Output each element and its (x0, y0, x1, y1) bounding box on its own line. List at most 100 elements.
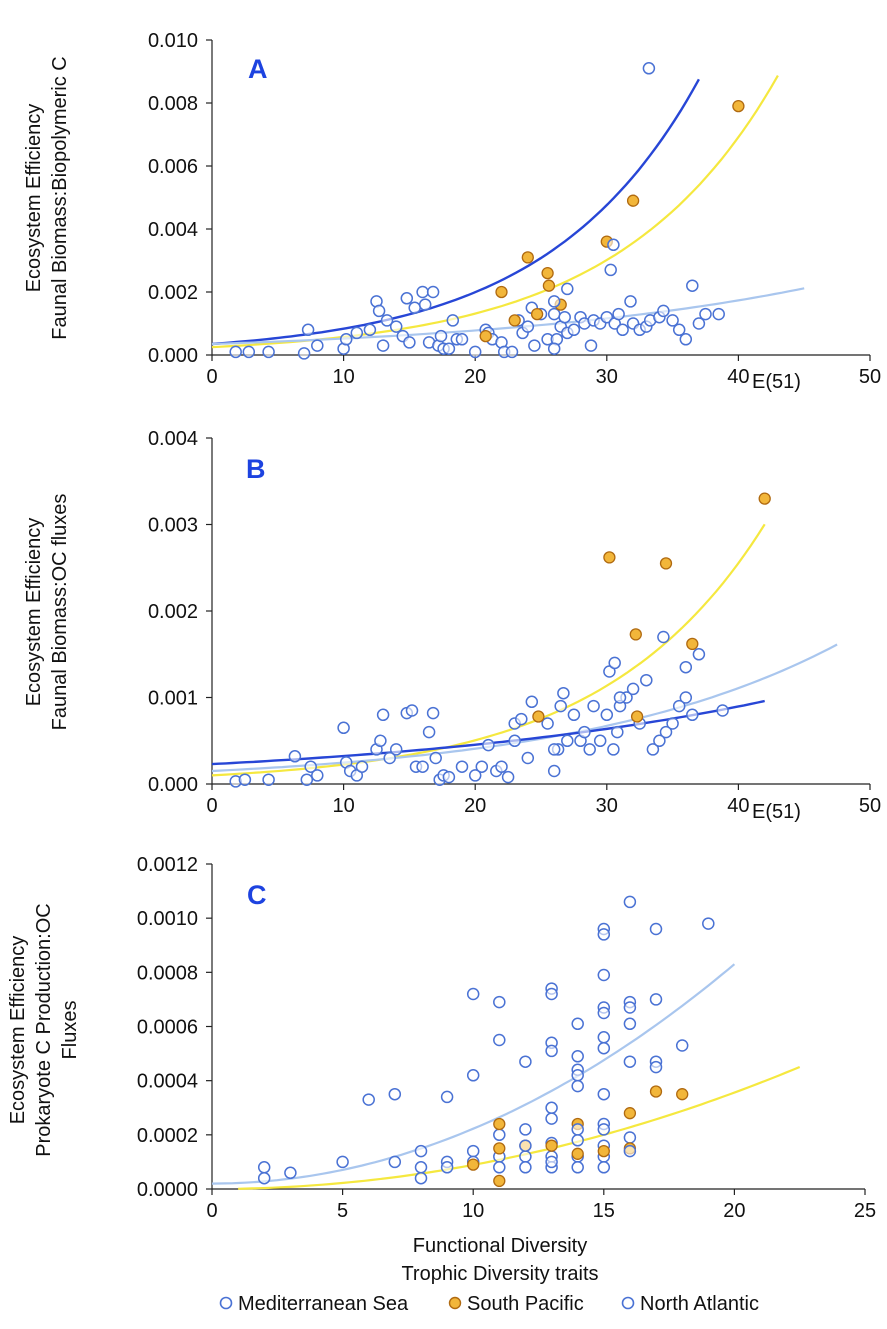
panel-a-point-mediterranean-sea-27 (446, 314, 460, 327)
panel-b-y-axis-label-line2: Faunal Biomass:OC fluxes (49, 494, 71, 731)
panel-b-x-axis-label: E(51) (752, 801, 801, 823)
panel-c-point-mediterranean-sea-7 (414, 1144, 428, 1158)
panel-b-point-north-atlantic-0 (547, 743, 561, 756)
panel-c-point-north-atlantic-1 (571, 1123, 584, 1136)
panel-b-point-mediterranean-sea-35 (515, 712, 528, 726)
panel-a-letter: A (248, 54, 268, 84)
panel-b-fit-line-1 (211, 643, 838, 773)
panel-a-fit-line-0 (211, 78, 700, 346)
panel-c-x-tick-label-0: 0 (206, 1200, 217, 1222)
panel-a-y-tick-label-3: 0.006 (148, 156, 198, 178)
legend-marker-mediterranean (219, 1296, 233, 1310)
panel-c-point-mediterranean-sea-63 (649, 993, 663, 1006)
panel-b-y-tick-label-2: 0.002 (148, 601, 198, 623)
panel-b-y-tick-label-0: 0.000 (148, 774, 198, 796)
panel-a-x-tick-label-0: 0 (206, 366, 217, 388)
panel-b-x-tick-label-4: 40 (727, 795, 749, 817)
panel-b-point-north-atlantic-7 (554, 699, 567, 713)
panel-c-point-mediterranean-sea-58 (623, 1001, 637, 1014)
panel-c-point-mediterranean-sea-56 (623, 895, 637, 909)
panel-a-point-mediterranean-sea-24 (434, 329, 448, 343)
panel-c-point-mediterranean-sea-27 (545, 987, 558, 1001)
panel-c-point-mediterranean-sea-23 (519, 1123, 532, 1136)
panel-a-point-mediterranean-sea-9 (363, 323, 377, 337)
panel-c-point-south-pacific-8 (597, 1144, 610, 1158)
legend-marker-north-atlantic (621, 1296, 635, 1310)
panel-c-point-south-pacific-0 (467, 1158, 480, 1171)
panel-b-point-mediterranean-sea-4 (300, 773, 314, 786)
panel-c-point-mediterranean-sea-59 (623, 1017, 637, 1031)
panel-c-point-mediterranean-sea-44 (597, 928, 611, 941)
panel-a-x-tick-label-3: 30 (596, 366, 618, 388)
panel-c-point-mediterranean-sea-17 (493, 995, 506, 1009)
panel-a-point-mediterranean-sea-71 (699, 307, 712, 321)
panel-a-point-mediterranean-sea-29 (455, 333, 469, 346)
panel-c-point-mediterranean-sea-67 (702, 917, 715, 930)
panel-b-x-tick-label-0: 0 (206, 795, 217, 817)
panel-a-point-mediterranean-sea-22 (426, 285, 440, 299)
panel-b-point-mediterranean-sea-18 (405, 704, 419, 717)
panel-c-point-mediterranean-sea-0 (257, 1171, 271, 1185)
panel-b-point-mediterranean-sea-48 (593, 734, 607, 748)
panel-c-point-mediterranean-sea-6 (388, 1155, 402, 1169)
panel-b-point-mediterranean-sea-57 (646, 743, 660, 756)
panel-a-point-mediterranean-sea-11 (372, 304, 386, 318)
panel-c-x-ticks: 0 5 10 15 20 25 (206, 1189, 876, 1222)
panel-a-point-north-atlantic-5 (547, 342, 561, 355)
panel-b-fit-line-0 (211, 523, 766, 777)
panel-c-point-mediterranean-sea-30 (545, 1101, 558, 1115)
panel-a-point-mediterranean-sea-39 (521, 320, 535, 333)
panel-a-x-axis-label: E(51) (752, 371, 801, 393)
panel-b-letter: B (246, 454, 266, 484)
panel-a-point-mediterranean-sea-70 (692, 317, 706, 330)
panel-c-x-axis-label-line2: Trophic Diversity traits (401, 1263, 598, 1285)
panel-b-point-mediterranean-sea-62 (679, 691, 693, 704)
panel-b-point-south-pacific-1 (603, 551, 616, 564)
panel-a-y-ticks: 0.000 0.002 0.004 0.006 0.008 0.010 (148, 30, 212, 367)
panel-c-y-axis-label-line1: Ecosystem Efficiency (7, 936, 29, 1125)
panel-a-point-mediterranean-sea-72 (712, 307, 725, 321)
panel-c-point-mediterranean-sea-19 (493, 1128, 506, 1142)
panel-c-point-south-pacific-1 (493, 1117, 506, 1131)
panel-c-point-mediterranean-sea-22 (519, 1055, 532, 1068)
panel-b-point-mediterranean-sea-46 (583, 743, 596, 756)
panel-a-y-axis-label-line1: Ecosystem Efficiency (23, 104, 45, 293)
panel-b-point-mediterranean-sea-39 (547, 764, 561, 778)
panel-c-y-tick-label-6: 0.0012 (137, 854, 198, 876)
panel-b-point-mediterranean-sea-64 (692, 648, 706, 661)
panel-c-point-mediterranean-sea-48 (597, 1031, 611, 1044)
panel-b-point-mediterranean-sea-11 (355, 760, 369, 773)
panel-b-point-mediterranean-sea-59 (659, 725, 673, 739)
panel-c-point-mediterranean-sea-29 (545, 1044, 558, 1058)
panel-c-point-mediterranean-sea-50 (597, 1087, 611, 1101)
panel-a-point-mediterranean-sea-8 (350, 326, 364, 340)
panel-a-x-tick-label-4: 40 (727, 366, 749, 388)
panel-a-point-mediterranean-sea-46 (558, 310, 571, 324)
panel-c-y-tick-label-3: 0.0006 (137, 1017, 198, 1039)
panel-a-point-mediterranean-sea-55 (604, 263, 617, 277)
panel-b-point-mediterranean-sea-28 (468, 769, 482, 782)
panel-b-point-mediterranean-sea-22 (426, 706, 440, 720)
panel-a-point-mediterranean-sea-68 (679, 333, 693, 346)
panel-b-point-mediterranean-sea-13 (374, 734, 387, 748)
legend-label-north-atlantic: North Atlantic (640, 1293, 759, 1315)
panel-b-point-mediterranean-sea-38 (541, 717, 554, 730)
panel-b-x-tick-label-1: 10 (332, 795, 354, 817)
panel-c-points (257, 895, 715, 1188)
panel-c-point-mediterranean-sea-60 (623, 1055, 637, 1068)
panel-a-point-mediterranean-sea-58 (616, 323, 629, 337)
panel-a-point-mediterranean-sea-13 (380, 314, 394, 327)
panel-b-point-mediterranean-sea-1 (238, 773, 252, 786)
panel-c-fit-lines (211, 963, 801, 1190)
panel-c-point-mediterranean-sea-5 (388, 1087, 402, 1101)
panel-a-point-south-pacific-6 (542, 279, 556, 292)
panel-a-y-axis-label-line2: Faunal Biomass:Biopolymeric C (49, 56, 71, 339)
panel-b-point-mediterranean-sea-30 (482, 738, 495, 752)
panel-b-point-mediterranean-sea-37 (525, 695, 539, 709)
panel-a-point-mediterranean-sea-5 (311, 339, 324, 352)
panel-a-point-south-pacific-4 (530, 307, 544, 321)
panel-c-point-mediterranean-sea-36 (571, 1050, 584, 1063)
panel-c-point-mediterranean-sea-3 (336, 1155, 349, 1169)
panel-c-y-tick-label-5: 0.0010 (137, 908, 198, 930)
